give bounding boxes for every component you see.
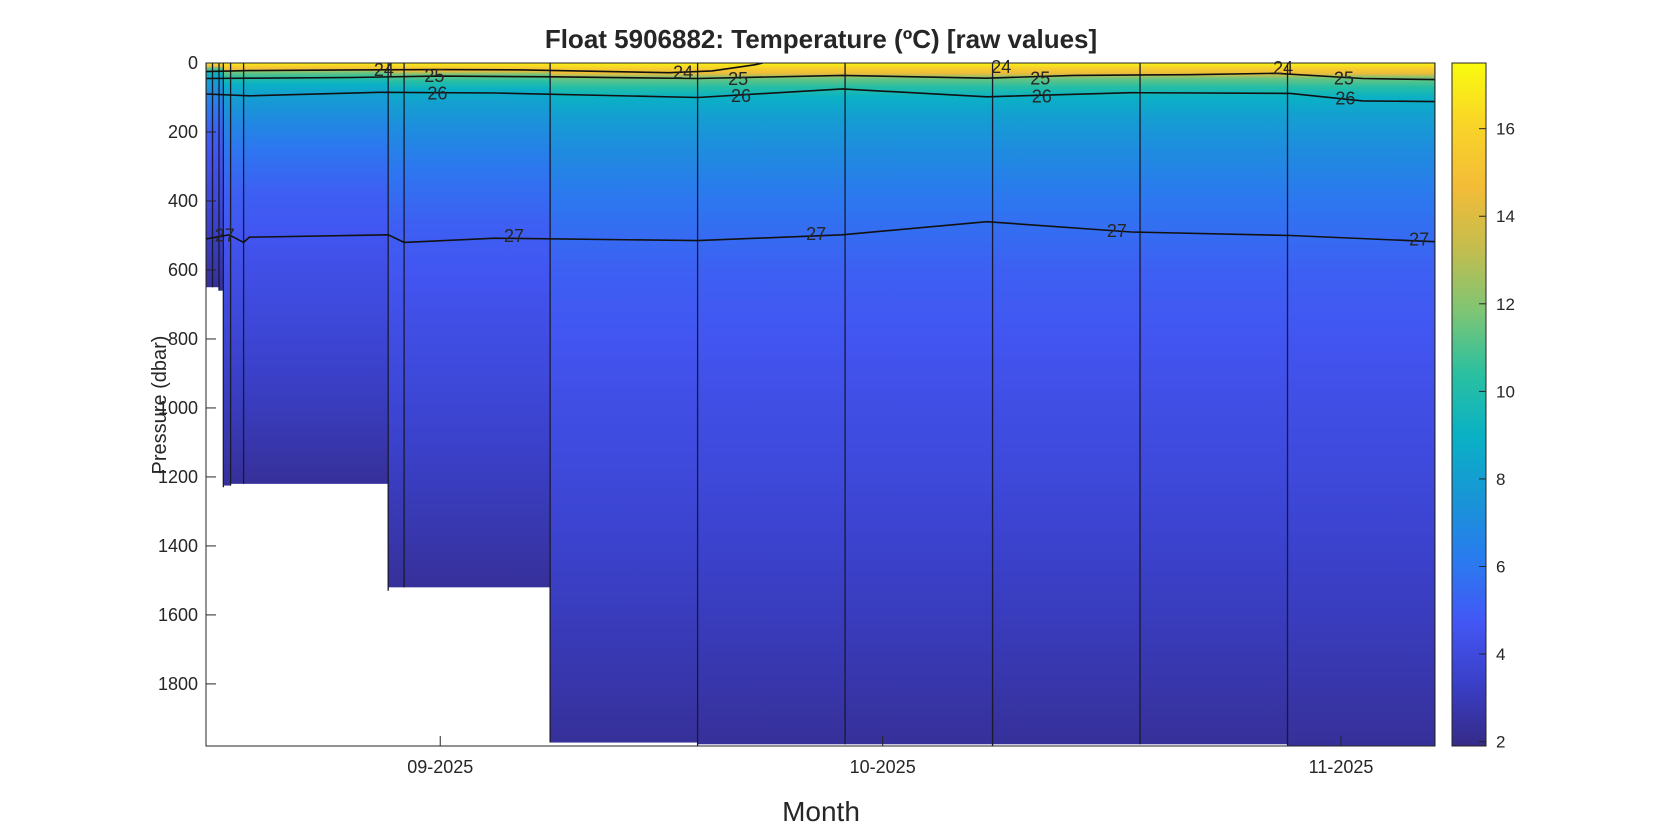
heatmap-column xyxy=(404,63,551,588)
contour-label-27: 27 xyxy=(1107,221,1127,241)
heatmap-column xyxy=(219,63,224,291)
heatmap-column xyxy=(1140,63,1288,745)
heatmap-column xyxy=(550,63,698,743)
heatmap-column xyxy=(1287,63,1435,746)
y-tick-label: 1600 xyxy=(158,605,198,625)
colorbar-tick-label: 12 xyxy=(1496,295,1515,314)
contour-label-27: 27 xyxy=(504,226,524,246)
contour-label-27: 27 xyxy=(1409,230,1429,250)
contour-label-27: 27 xyxy=(215,225,235,245)
y-tick-label: 1800 xyxy=(158,674,198,694)
heatmap-column xyxy=(697,63,846,745)
contour-label-26: 26 xyxy=(731,86,751,106)
heatmap-column xyxy=(223,63,231,486)
chart-title: Float 5906882: Temperature (ºC) [raw val… xyxy=(545,24,1097,54)
y-tick-label: 1400 xyxy=(158,536,198,556)
heatmap-column xyxy=(230,63,244,484)
y-axis-label: Pressure (dbar) xyxy=(149,336,171,475)
contour-label-27: 27 xyxy=(806,224,826,244)
colorbar-tick-label: 16 xyxy=(1496,120,1515,139)
contour-label-25: 25 xyxy=(1030,69,1050,89)
x-tick-label: 10-2025 xyxy=(850,757,916,777)
heatmap-column xyxy=(206,63,213,288)
heatmap-column xyxy=(845,63,993,745)
profile-lines xyxy=(206,63,1435,746)
x-axis-label: Month xyxy=(782,796,860,827)
heatmap-column xyxy=(992,63,1141,745)
x-tick-label: 09-2025 xyxy=(407,757,473,777)
contour-line-25 xyxy=(206,72,1435,81)
contour-label-25: 25 xyxy=(424,66,444,86)
x-tick-label: 11-2025 xyxy=(1309,757,1374,777)
y-tick-label: 1200 xyxy=(158,467,198,487)
colorbar-tick-label: 6 xyxy=(1496,557,1505,576)
colorbar-scale xyxy=(1451,62,1487,747)
y-tick-label: 800 xyxy=(168,329,198,349)
contour-label-25: 25 xyxy=(728,69,748,89)
contour-line-27 xyxy=(206,220,1435,244)
heatmap-field xyxy=(206,63,1435,746)
heatmap-column xyxy=(243,63,389,484)
contour-label-25: 25 xyxy=(1334,69,1354,89)
heatmap-column xyxy=(212,63,220,288)
colorbar-tick-label: 4 xyxy=(1496,645,1505,664)
contour-label-26: 26 xyxy=(1032,86,1052,106)
contour-label-24: 24 xyxy=(1273,58,1293,78)
y-axis-ticks: 0 200 400 600 800 1000 1200 1400 1600 1800 xyxy=(158,53,216,694)
contour-label-26: 26 xyxy=(1335,89,1355,109)
y-tick-label: 200 xyxy=(168,122,198,142)
colorbar-ticks: 2 4 6 8 10 12 14 16 xyxy=(1479,120,1515,752)
y-tick-label: 0 xyxy=(188,53,198,73)
contour-line-24 xyxy=(206,63,763,74)
heatmap-column xyxy=(388,63,405,588)
contour-lines xyxy=(206,63,1435,244)
contour-label-24: 24 xyxy=(374,60,394,80)
plot-frame xyxy=(205,62,1436,747)
colorbar-tick-label: 2 xyxy=(1496,733,1505,752)
y-tick-label: 400 xyxy=(168,191,198,211)
colorbar-tick-label: 8 xyxy=(1496,470,1505,489)
y-tick-label: 600 xyxy=(168,260,198,280)
contour-label-24: 24 xyxy=(673,63,693,83)
colorbar-tick-label: 10 xyxy=(1496,382,1515,401)
contour-line-26 xyxy=(206,88,1435,103)
y-tick-label: 1000 xyxy=(158,398,198,418)
colorbar: 2 4 6 8 10 12 14 16 xyxy=(1451,62,1515,752)
x-axis-ticks: 09-2025 10-2025 11-2025 xyxy=(407,736,1373,777)
colorbar-tick-label: 14 xyxy=(1496,207,1515,226)
contour-label-24: 24 xyxy=(991,57,1011,77)
contour-label-26: 26 xyxy=(427,83,447,103)
